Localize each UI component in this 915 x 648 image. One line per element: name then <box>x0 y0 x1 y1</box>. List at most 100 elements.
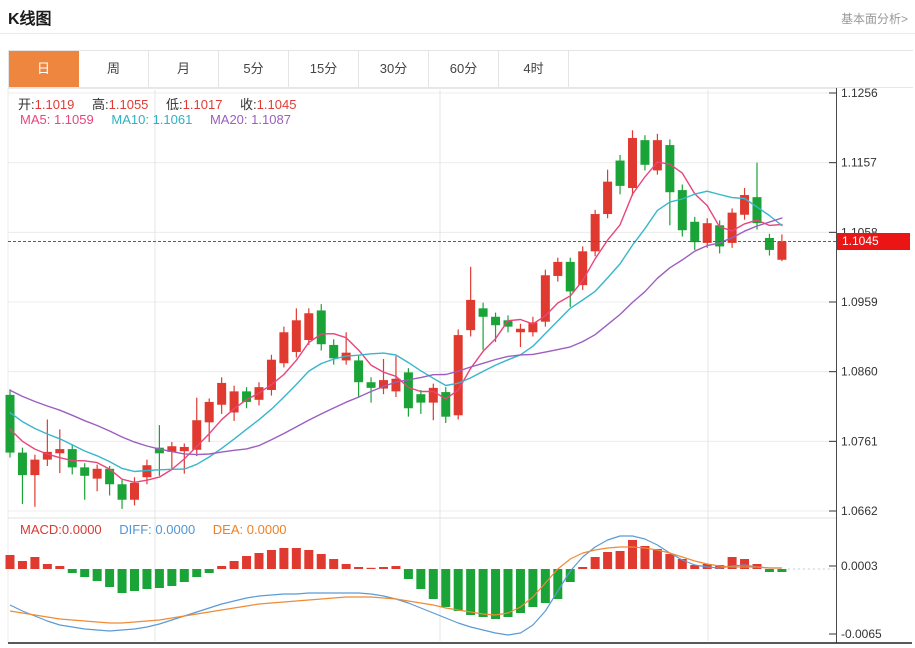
candle-down <box>80 467 90 476</box>
candle-up <box>628 138 637 188</box>
macd-bar-positive <box>242 556 252 569</box>
tab-4hour[interactable]: 4时 <box>499 51 569 87</box>
macd-bar-negative <box>565 569 575 582</box>
tab-month[interactable]: 月 <box>149 51 219 87</box>
fundamental-analysis-link[interactable]: 基本面分析> <box>840 12 908 26</box>
macd-label: MACD: <box>20 522 62 537</box>
macd-bar-positive <box>229 561 239 569</box>
macd-bar-positive <box>615 551 625 569</box>
open-value: 1.1019 <box>34 97 75 112</box>
macd-bar-positive <box>266 550 276 569</box>
candle-down <box>565 261 575 292</box>
diff-label: DIFF: <box>119 522 152 537</box>
macd-bar-positive <box>5 555 15 569</box>
candle-up <box>279 332 289 364</box>
macd-bar-positive <box>304 550 314 569</box>
tab-day[interactable]: 日 <box>9 51 79 87</box>
candle-up <box>55 449 65 454</box>
macd-bar-positive <box>677 559 687 569</box>
tab-week[interactable]: 周 <box>79 51 149 87</box>
dea-label: DEA: <box>212 522 244 537</box>
macd-bar-positive <box>17 561 27 569</box>
candle-down <box>441 392 451 417</box>
candle-down <box>366 382 376 388</box>
candle-down <box>17 452 27 476</box>
candle-down <box>242 391 252 402</box>
candle-down <box>615 160 625 186</box>
macd-bar-positive <box>279 548 289 569</box>
macd-bar-positive <box>578 567 588 569</box>
candle-up <box>540 275 550 322</box>
macd-bar-positive <box>690 565 700 569</box>
macd-bar-negative <box>204 569 214 573</box>
candle-up <box>740 195 750 215</box>
price-axis-label: 1.0860 <box>841 365 878 379</box>
interval-tabbar: 日 周 月 5分 15分 30分 60分 4时 <box>8 50 913 88</box>
candle-down <box>764 237 774 250</box>
candle-up <box>528 322 538 333</box>
macd-bar-positive <box>590 557 600 569</box>
header-divider <box>0 33 915 34</box>
candle-up <box>727 212 737 243</box>
macd-bar-positive <box>341 564 351 569</box>
macd-bar-negative <box>428 569 438 599</box>
candle-up <box>142 465 152 478</box>
macd-bar-negative <box>80 569 90 577</box>
last-price-badge: 1.1045 <box>837 233 910 250</box>
dea-value: 0.0000 <box>246 522 287 537</box>
candle-down <box>690 221 700 243</box>
ohlc-readout: 开:1.1019 高:1.1055 低:1.1017 收:1.1045 <box>18 94 310 113</box>
candle-up <box>92 468 102 479</box>
candle-up <box>204 401 214 423</box>
price-axis-label: 1.1157 <box>841 156 877 170</box>
candle-up <box>515 328 525 333</box>
macd-axis-label: -0.0065 <box>841 627 882 641</box>
ma20-line <box>9 217 783 456</box>
tab-60min[interactable]: 60分 <box>429 51 499 87</box>
ma10-line <box>9 190 783 473</box>
macd-bar-negative <box>105 569 115 587</box>
macd-bar-negative <box>764 569 774 572</box>
candle-up <box>379 380 388 389</box>
low-value: 1.1017 <box>182 97 223 112</box>
macd-bar-positive <box>55 566 65 569</box>
ma5-line <box>9 161 783 483</box>
macd-bar-negative <box>441 569 451 607</box>
macd-value: 0.0000 <box>61 522 102 537</box>
candle-up <box>30 459 40 476</box>
macd-bar-negative <box>130 569 139 591</box>
macd-axis-label: 0.0003 <box>841 559 878 573</box>
ma20-label: MA20: <box>209 112 248 127</box>
high-label: 高: <box>92 97 109 112</box>
macd-bar-negative <box>179 569 189 582</box>
macd-bar-negative <box>466 569 476 615</box>
macd-bar-negative <box>117 569 127 593</box>
macd-bar-negative <box>491 569 501 619</box>
macd-bar-negative <box>528 569 538 607</box>
macd-bar-positive <box>652 549 662 569</box>
candle-up <box>603 181 613 215</box>
macd-bar-negative <box>154 569 164 588</box>
tab-5min[interactable]: 5分 <box>219 51 289 87</box>
candle-up <box>553 261 563 276</box>
macd-bar-negative <box>67 569 77 573</box>
kline-chart-canvas[interactable]: 1.12561.11571.10581.09591.08601.07611.06… <box>0 88 915 646</box>
candle-down <box>416 394 426 403</box>
low-label: 低: <box>166 97 183 112</box>
macd-bar-negative <box>515 569 525 613</box>
macd-bar-negative <box>92 569 102 581</box>
macd-bar-positive <box>665 554 675 569</box>
candle-down <box>478 308 488 317</box>
tab-30min[interactable]: 30分 <box>359 51 429 87</box>
tab-15min[interactable]: 15分 <box>289 51 359 87</box>
candle-up <box>266 359 276 390</box>
macd-bar-negative <box>453 569 463 611</box>
candle-up <box>130 482 139 500</box>
candle-up <box>291 320 301 352</box>
macd-bar-negative <box>403 569 413 579</box>
macd-bar-negative <box>192 569 202 577</box>
candle-down <box>715 225 725 247</box>
candle-up <box>466 299 476 331</box>
candle-down <box>5 394 15 453</box>
